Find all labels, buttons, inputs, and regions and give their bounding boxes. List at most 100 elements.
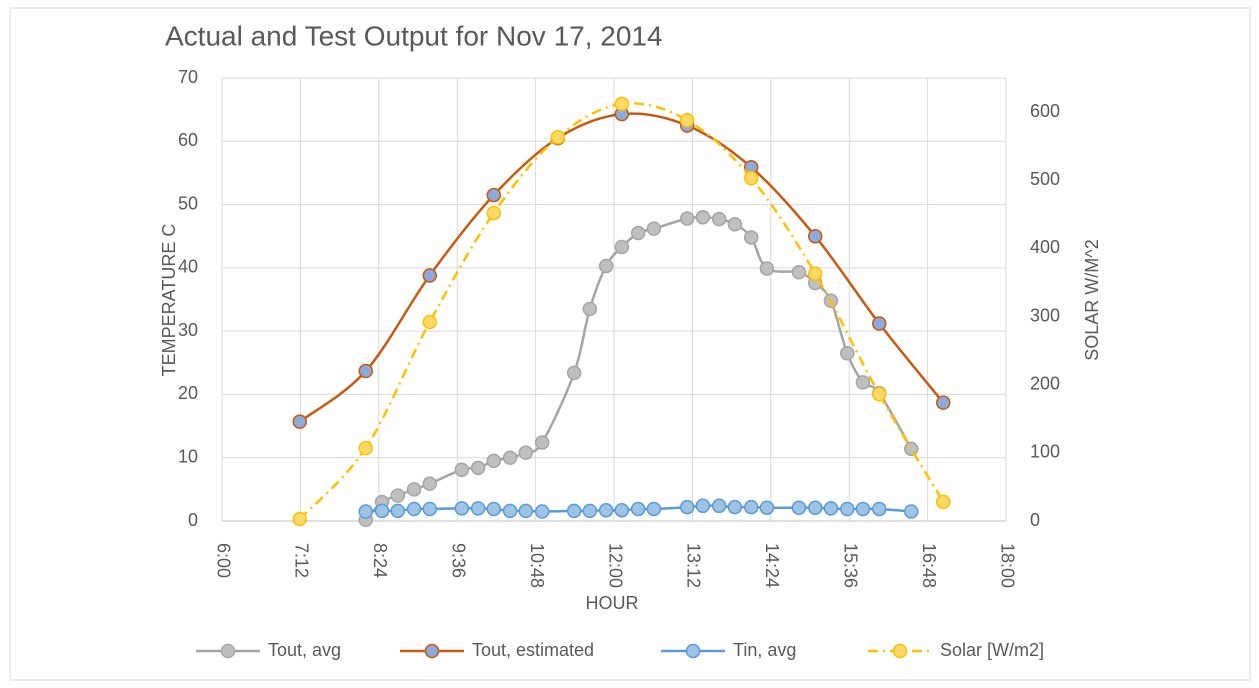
x-tick-label: 18:00	[997, 543, 1017, 588]
data-point	[422, 314, 438, 330]
data-point	[839, 501, 855, 517]
y-tick-label: 40	[178, 257, 198, 277]
y-tick-label: 50	[178, 193, 198, 213]
data-point	[358, 504, 373, 519]
data-point	[936, 395, 951, 410]
data-point	[534, 504, 550, 519]
data-point	[807, 228, 823, 244]
data-point	[582, 301, 598, 317]
data-point	[807, 266, 823, 281]
data-point	[743, 170, 759, 186]
y-tick-label: 30	[178, 320, 198, 340]
data-point	[454, 462, 470, 477]
y-tick-label: 20	[178, 383, 198, 403]
y-tick-label: 70	[178, 67, 198, 87]
data-point	[823, 501, 839, 516]
data-point	[406, 482, 422, 497]
data-point	[855, 375, 871, 390]
y2-tick-label: 0	[1030, 510, 1040, 530]
data-point	[872, 386, 887, 402]
chart-frame	[9, 7, 1251, 681]
y2-tick-label: 200	[1030, 373, 1060, 393]
data-point	[807, 500, 823, 515]
data-point	[486, 187, 502, 203]
data-point	[470, 460, 486, 476]
data-point	[614, 239, 630, 255]
data-point	[711, 211, 727, 227]
data-point	[743, 499, 759, 515]
data-point	[518, 503, 534, 519]
data-point	[695, 498, 711, 514]
data-point	[614, 502, 630, 518]
data-point	[292, 414, 307, 429]
data-point	[406, 501, 422, 517]
data-point	[566, 365, 582, 381]
data-point	[358, 440, 373, 456]
data-point	[486, 501, 502, 517]
data-point	[791, 500, 807, 515]
chart-title: Actual and Test Output for Nov 17, 2014	[165, 20, 663, 51]
y-tick-label: 10	[178, 446, 198, 466]
data-point	[630, 225, 646, 241]
x-tick-label: 15:36	[840, 543, 860, 588]
data-point	[646, 501, 662, 517]
data-point	[422, 268, 438, 283]
data-point	[904, 441, 919, 457]
data-point	[872, 501, 887, 517]
data-point	[422, 501, 438, 517]
x-tick-label: 7:12	[292, 543, 312, 578]
y2-tick-label: 100	[1030, 442, 1060, 462]
legend-label: Tout, avg	[268, 640, 341, 660]
data-point	[759, 500, 775, 515]
data-point	[630, 501, 646, 517]
data-point	[534, 435, 550, 450]
data-point	[518, 445, 534, 460]
data-point	[358, 363, 373, 379]
x-tick-label: 16:48	[919, 543, 939, 588]
y-axis-label: TEMPERATURE C	[159, 224, 179, 377]
data-point	[598, 258, 614, 274]
data-point	[679, 211, 695, 226]
data-point	[470, 501, 486, 516]
x-tick-label: 6:00	[213, 543, 233, 578]
legend-marker	[424, 643, 440, 659]
data-point	[566, 503, 582, 519]
data-point	[759, 261, 775, 276]
y2-tick-label: 500	[1030, 169, 1060, 189]
data-point	[646, 221, 662, 236]
data-point	[454, 501, 470, 516]
legend-marker	[892, 643, 908, 659]
x-tick-label: 14:24	[762, 543, 782, 588]
data-point	[791, 265, 807, 280]
data-point	[872, 316, 887, 331]
y2-tick-label: 300	[1030, 305, 1060, 325]
data-point	[727, 216, 743, 232]
data-point	[727, 499, 743, 515]
x-tick-label: 9:36	[448, 543, 468, 578]
x-axis-label: HOUR	[586, 593, 639, 613]
data-point	[390, 503, 405, 519]
legend-marker	[685, 643, 701, 659]
y-tick-label: 0	[188, 510, 198, 530]
legend-label: Solar [W/m2]	[940, 640, 1044, 660]
y2-tick-label: 600	[1030, 101, 1060, 121]
data-point	[582, 503, 598, 519]
data-point	[855, 501, 871, 517]
data-point	[598, 502, 614, 518]
data-point	[502, 450, 518, 465]
data-point	[904, 504, 919, 519]
data-point	[374, 503, 390, 519]
legend-label: Tout, estimated	[472, 640, 594, 660]
x-tick-label: 13:12	[684, 543, 704, 588]
x-tick-label: 12:00	[605, 543, 625, 588]
legend-label: Tin, avg	[733, 640, 796, 660]
data-point	[486, 453, 502, 469]
y2-tick-label: 400	[1030, 237, 1060, 257]
data-point	[839, 346, 855, 361]
data-point	[292, 511, 307, 527]
data-point	[550, 130, 566, 145]
data-point	[390, 488, 405, 503]
data-point	[679, 113, 695, 128]
data-point	[502, 503, 518, 519]
